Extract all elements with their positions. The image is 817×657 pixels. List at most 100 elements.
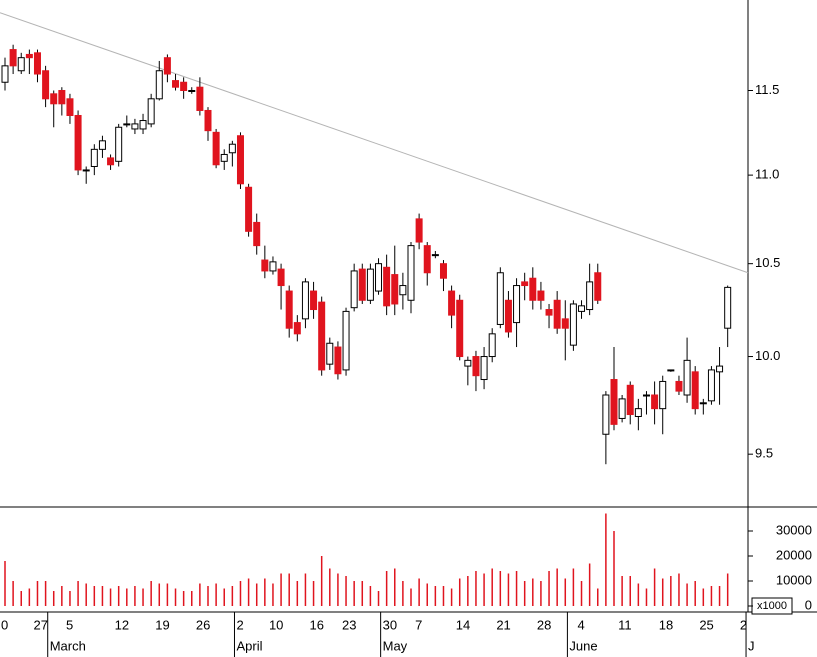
candle-body (504, 299, 512, 333)
candle-body (17, 57, 25, 72)
volume-bar (191, 591, 193, 606)
candle-body (1, 65, 9, 83)
x-tick-label: 4 (578, 617, 585, 632)
candle-body (163, 57, 171, 75)
volume-bar (434, 586, 437, 606)
volume-bar (312, 581, 315, 606)
volume-bar (613, 531, 615, 606)
candle-body (82, 169, 90, 172)
candle-body (342, 310, 350, 371)
candle-body (423, 245, 431, 274)
candle-body (667, 369, 675, 372)
candle-body (488, 333, 496, 358)
volume-bar (109, 588, 112, 606)
volume-bar (215, 583, 217, 606)
candle-body (659, 380, 667, 410)
candle-body (578, 305, 586, 312)
candle-body (131, 123, 139, 130)
volume-bar (166, 583, 169, 606)
x-tick-label: 7 (415, 617, 422, 632)
volume-bar (718, 586, 721, 606)
volume-bar (142, 588, 144, 606)
candle-body (448, 290, 456, 316)
candle-body (521, 281, 529, 287)
volume-bar (540, 581, 542, 606)
volume-bar (678, 573, 680, 606)
candle-body (212, 131, 220, 166)
candle-body (626, 384, 634, 416)
x-tick-label: 23 (342, 617, 356, 632)
x-tick-label: 5 (66, 617, 73, 632)
candle-body (155, 70, 163, 100)
volume-bar (12, 581, 14, 606)
volume-bar (117, 586, 120, 606)
candle-body (310, 290, 318, 311)
volume-bar (442, 586, 445, 606)
volume-bar (158, 583, 161, 606)
volume-bar (410, 588, 412, 606)
x-tick-label: 10 (269, 617, 283, 632)
candle-body (42, 70, 50, 100)
candle-body (25, 53, 33, 59)
volume-bar (499, 571, 502, 606)
month-label: March (50, 638, 86, 653)
volume-tick-label: 0 (805, 597, 812, 612)
volume-bar (686, 583, 688, 606)
candle-body (261, 259, 269, 272)
candle-body (293, 322, 301, 335)
volume-bar (304, 573, 307, 606)
candle-body (228, 143, 236, 154)
x-tick-label: 0 (1, 617, 8, 632)
volume-bar (597, 588, 599, 606)
candle-body (399, 285, 407, 296)
candle-body (285, 290, 293, 329)
volume-bar (467, 576, 469, 606)
candle-body (66, 98, 74, 116)
candle-body (610, 379, 618, 425)
candle-body (90, 148, 98, 167)
candle-body (172, 80, 180, 88)
candle-body (407, 245, 415, 301)
candle-body (716, 365, 724, 373)
x-tick-label: 25 (699, 617, 713, 632)
y-tick-label: 10.0 (755, 348, 780, 363)
x-tick-label: 27 (33, 617, 47, 632)
unit-label: x1000 (757, 600, 787, 612)
candle-body (513, 285, 521, 324)
x-tick-label: 2 (740, 617, 747, 632)
candle-body (545, 309, 553, 316)
candle-body (196, 86, 204, 111)
volume-bar (377, 591, 380, 606)
volume-bar (28, 588, 31, 606)
volume-bar (345, 576, 347, 606)
candle-body (699, 402, 707, 405)
volume-bar (670, 576, 672, 606)
candle-body (691, 371, 699, 410)
candle-body (594, 272, 602, 301)
y-tick-label: 11.0 (755, 167, 779, 182)
x-tick-label: 18 (659, 617, 673, 632)
candle-body (553, 299, 561, 329)
candle-body (602, 394, 610, 435)
candle-body (383, 266, 391, 307)
volume-bar (475, 571, 477, 606)
volume-bar (44, 581, 47, 606)
candle-body (358, 268, 366, 301)
volume-bar (726, 573, 729, 606)
candle-body (245, 186, 253, 232)
candle-body (683, 359, 691, 396)
candle-body (180, 81, 188, 92)
x-tick-label: 12 (115, 617, 129, 632)
y-tick-label: 10.5 (755, 255, 780, 270)
volume-bar (174, 588, 177, 606)
x-tick-label: 21 (496, 617, 510, 632)
month-label: J (748, 638, 755, 653)
volume-bar (394, 568, 396, 606)
candle-body (464, 359, 472, 367)
volume-bar (702, 588, 705, 606)
volume-bar (637, 583, 640, 606)
candle-body (472, 356, 480, 377)
volume-bar (239, 581, 242, 606)
x-tick-label: 26 (196, 617, 210, 632)
